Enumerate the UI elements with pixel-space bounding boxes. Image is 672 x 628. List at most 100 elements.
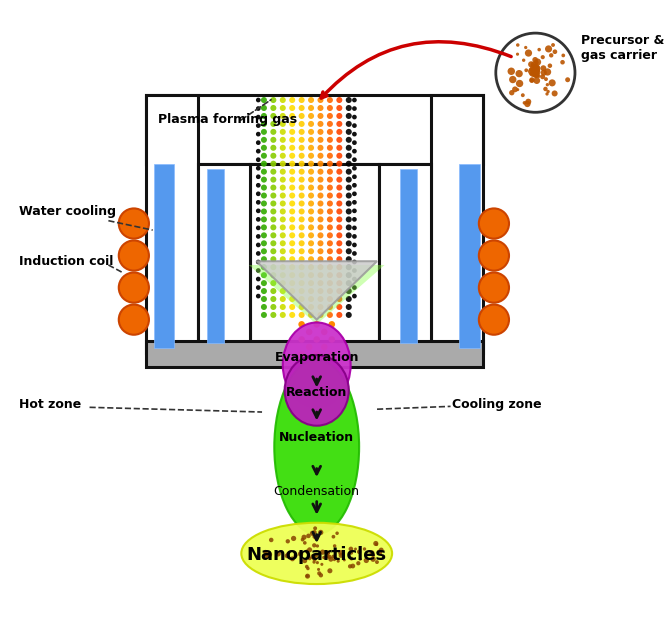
Text: Hot zone: Hot zone bbox=[19, 398, 81, 411]
Text: Evaporation: Evaporation bbox=[274, 351, 359, 364]
Circle shape bbox=[290, 556, 295, 561]
Circle shape bbox=[346, 105, 351, 111]
Circle shape bbox=[370, 550, 374, 555]
Circle shape bbox=[509, 90, 515, 95]
Circle shape bbox=[336, 185, 342, 191]
Circle shape bbox=[308, 200, 314, 207]
Circle shape bbox=[280, 312, 286, 318]
Circle shape bbox=[270, 113, 276, 119]
Circle shape bbox=[349, 546, 353, 551]
Circle shape bbox=[256, 98, 261, 102]
Circle shape bbox=[261, 169, 267, 175]
Circle shape bbox=[270, 217, 276, 222]
Circle shape bbox=[280, 248, 286, 254]
Circle shape bbox=[302, 558, 307, 563]
Circle shape bbox=[298, 200, 304, 207]
Circle shape bbox=[317, 129, 323, 135]
Circle shape bbox=[530, 70, 536, 77]
Circle shape bbox=[280, 200, 286, 207]
Circle shape bbox=[308, 256, 314, 263]
Circle shape bbox=[256, 294, 261, 298]
Circle shape bbox=[298, 321, 305, 328]
Circle shape bbox=[535, 67, 540, 73]
Circle shape bbox=[359, 558, 362, 561]
Circle shape bbox=[298, 217, 304, 222]
Circle shape bbox=[530, 68, 533, 72]
Circle shape bbox=[306, 534, 310, 538]
Circle shape bbox=[352, 192, 357, 196]
Circle shape bbox=[375, 560, 379, 564]
Circle shape bbox=[534, 72, 540, 78]
Circle shape bbox=[346, 161, 351, 166]
Circle shape bbox=[352, 234, 357, 239]
Circle shape bbox=[336, 169, 342, 175]
Circle shape bbox=[317, 200, 323, 207]
Circle shape bbox=[261, 208, 267, 215]
Circle shape bbox=[256, 259, 261, 264]
Circle shape bbox=[317, 272, 323, 278]
Circle shape bbox=[545, 45, 552, 53]
Circle shape bbox=[376, 550, 382, 555]
Circle shape bbox=[261, 185, 267, 191]
Circle shape bbox=[346, 224, 351, 230]
Circle shape bbox=[336, 296, 342, 302]
Circle shape bbox=[522, 58, 526, 62]
Circle shape bbox=[256, 192, 261, 196]
Circle shape bbox=[329, 321, 335, 328]
Circle shape bbox=[537, 74, 540, 78]
Circle shape bbox=[317, 248, 323, 254]
Circle shape bbox=[346, 272, 351, 278]
Circle shape bbox=[336, 153, 342, 159]
Circle shape bbox=[298, 241, 304, 246]
Circle shape bbox=[352, 259, 357, 264]
Circle shape bbox=[560, 60, 565, 65]
Circle shape bbox=[286, 552, 290, 555]
Circle shape bbox=[336, 241, 342, 246]
Circle shape bbox=[327, 248, 333, 254]
Circle shape bbox=[280, 296, 286, 302]
Circle shape bbox=[352, 166, 357, 171]
Circle shape bbox=[270, 153, 276, 159]
Circle shape bbox=[261, 129, 267, 135]
Circle shape bbox=[270, 200, 276, 207]
Circle shape bbox=[261, 217, 267, 222]
Circle shape bbox=[317, 280, 323, 286]
Circle shape bbox=[317, 113, 323, 119]
Circle shape bbox=[308, 248, 314, 254]
Circle shape bbox=[348, 564, 352, 568]
Circle shape bbox=[256, 140, 261, 145]
Circle shape bbox=[535, 61, 539, 64]
Circle shape bbox=[261, 288, 267, 294]
Circle shape bbox=[532, 57, 538, 63]
Circle shape bbox=[119, 208, 149, 239]
Circle shape bbox=[298, 351, 305, 358]
Circle shape bbox=[308, 153, 314, 159]
Circle shape bbox=[298, 551, 303, 556]
Circle shape bbox=[308, 224, 314, 230]
Circle shape bbox=[298, 97, 304, 103]
Circle shape bbox=[289, 121, 295, 127]
Circle shape bbox=[270, 105, 276, 111]
Circle shape bbox=[308, 241, 314, 246]
Circle shape bbox=[289, 232, 295, 239]
Circle shape bbox=[528, 68, 534, 75]
Circle shape bbox=[327, 145, 333, 151]
Circle shape bbox=[325, 551, 330, 555]
Circle shape bbox=[261, 153, 267, 159]
Circle shape bbox=[298, 113, 304, 119]
Circle shape bbox=[336, 145, 342, 151]
Bar bbox=[146, 95, 198, 353]
Circle shape bbox=[540, 74, 545, 79]
Circle shape bbox=[317, 256, 323, 263]
Circle shape bbox=[305, 573, 310, 578]
Circle shape bbox=[352, 208, 357, 213]
Bar bbox=[154, 164, 174, 348]
Circle shape bbox=[317, 153, 323, 159]
Circle shape bbox=[261, 232, 267, 239]
Circle shape bbox=[327, 217, 333, 222]
Circle shape bbox=[335, 531, 339, 535]
Circle shape bbox=[346, 153, 351, 159]
Circle shape bbox=[289, 129, 295, 135]
Circle shape bbox=[530, 63, 538, 71]
Circle shape bbox=[317, 241, 323, 246]
